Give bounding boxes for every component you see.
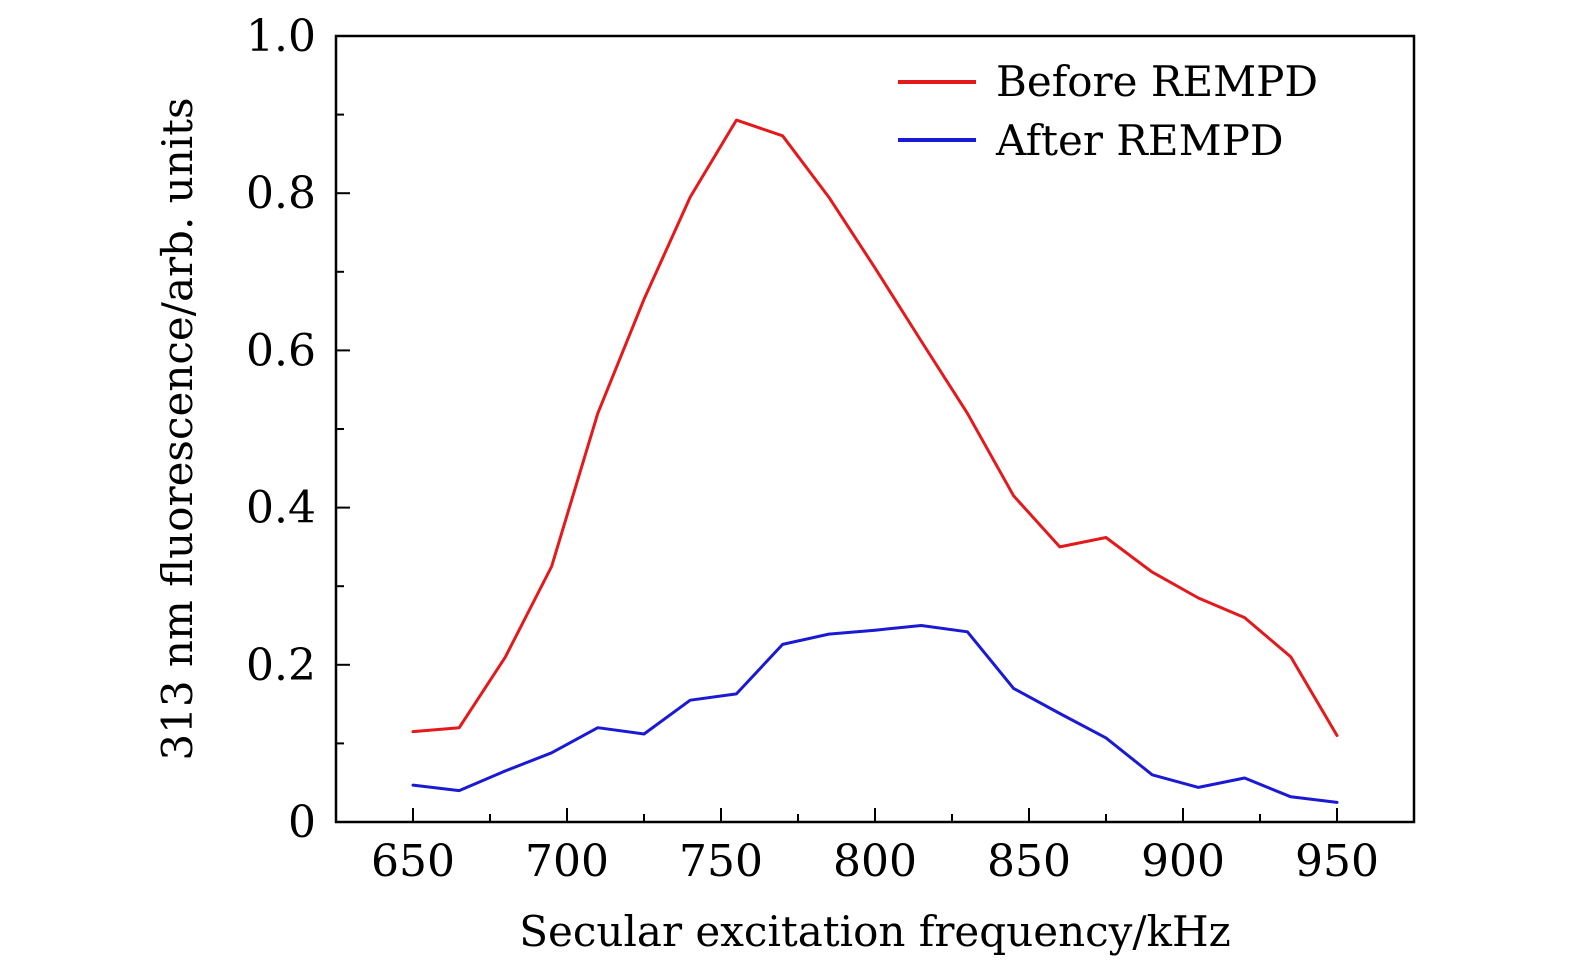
- y-axis-ticks: 0 0.2 0.4 0.6 0.8 1.0: [246, 11, 350, 848]
- x-tick-label: 950: [1295, 836, 1379, 887]
- x-tick-label: 700: [525, 836, 609, 887]
- series-layer: [411, 118, 1339, 804]
- series-line-before-rempd: [411, 118, 1339, 737]
- y-tick-label: 1.0: [246, 11, 316, 62]
- series-line-after-rempd: [411, 624, 1339, 804]
- x-tick-label: 850: [987, 836, 1071, 887]
- x-tick-label: 900: [1141, 836, 1225, 887]
- legend-label-after-rempd: After REMPD: [995, 116, 1284, 165]
- x-axis-ticks: 650 700 750 800 850 900 950: [335, 808, 1415, 887]
- y-tick-label: 0.6: [246, 325, 316, 376]
- y-tick-label: 0.8: [246, 168, 316, 219]
- legend: Before REMPD After REMPD: [898, 57, 1318, 165]
- y-tick-label: 0.2: [246, 640, 316, 691]
- y-axis-title: 313 nm fluorescence/arb. units: [153, 97, 202, 760]
- y-tick-label: 0.4: [246, 483, 316, 534]
- x-axis-title: Secular excitation frequency/kHz: [519, 907, 1230, 956]
- x-tick-label: 800: [833, 836, 917, 887]
- legend-label-before-rempd: Before REMPD: [996, 57, 1318, 106]
- x-tick-label: 750: [679, 836, 763, 887]
- x-tick-label: 650: [371, 836, 455, 887]
- y-tick-label: 0: [288, 797, 316, 848]
